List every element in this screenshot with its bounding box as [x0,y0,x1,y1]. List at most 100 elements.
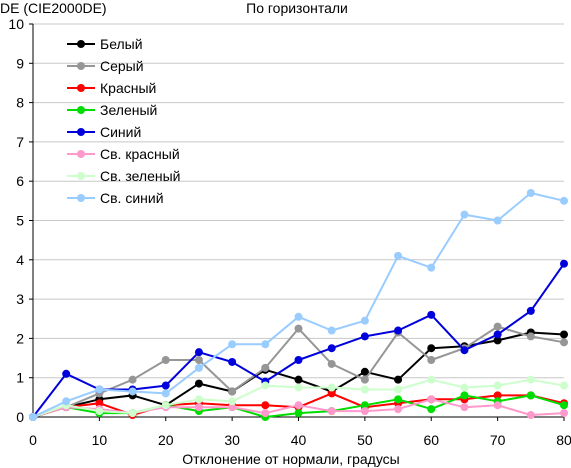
legend-marker [77,194,85,202]
y-tick-label: 1 [16,370,24,386]
data-point [360,316,369,325]
data-point [194,395,203,404]
data-point [360,385,369,394]
y-axis-title: DE (CIE2000DE) [0,0,107,16]
gridlines [33,23,564,379]
data-point [327,359,336,368]
series-line [32,263,565,418]
data-point [394,405,403,414]
data-point [394,251,403,260]
data-point [460,383,469,392]
data-point [560,330,568,339]
data-point [228,357,237,366]
data-point [493,381,502,390]
data-point [261,340,270,349]
data-point [327,326,336,335]
data-point [460,391,469,400]
data-point [161,356,170,365]
data-point [493,336,502,345]
data-point [427,375,436,384]
data-point [427,395,436,404]
data-point [560,338,568,347]
series-7 [29,375,568,421]
data-point [360,332,369,341]
data-point [427,405,436,414]
data-point [460,210,469,219]
data-point [560,196,568,205]
data-point [95,407,104,416]
legend-item: Св. зеленый [67,168,180,184]
data-point [194,379,203,388]
data-point [128,387,137,396]
y-tick-label: 4 [16,252,24,268]
data-point [294,356,303,365]
legend-label: Св. красный [100,146,180,162]
data-point [194,356,203,365]
data-point [526,332,535,341]
series-8 [29,188,568,421]
data-point [327,344,336,353]
legend-label: Св. синий [100,190,164,206]
series-layer [29,188,568,421]
data-point [526,188,535,197]
x-tick-label: 30 [224,432,240,448]
legend-item: Св. синий [67,190,164,206]
data-point [360,407,369,416]
legend-marker [77,40,85,48]
y-tick-label: 2 [16,330,24,346]
data-point [327,389,336,398]
legend-item: Зеленый [67,102,157,118]
data-point [161,381,170,390]
legend-item: Синий [67,124,141,140]
data-point [261,409,270,418]
data-point [294,409,303,418]
data-point [228,403,237,412]
legend-marker [77,84,85,92]
data-point [526,391,535,400]
data-point [560,401,568,410]
legend-label: Белый [100,36,143,52]
data-point [427,344,436,353]
data-point [228,340,237,349]
legend-marker [77,128,85,136]
data-point [327,383,336,392]
data-point [194,363,203,372]
data-point [360,367,369,376]
data-point [493,216,502,225]
legend-marker [77,172,85,180]
data-point [95,385,104,394]
data-point [526,375,535,384]
legend-label: Красный [100,80,156,96]
data-point [294,375,303,384]
legend-label: Св. зеленый [100,168,180,184]
y-tick-label: 7 [16,134,24,150]
data-point [228,387,237,396]
data-point [360,375,369,384]
x-tick-label: 0 [29,432,37,448]
legend-label: Синий [100,124,141,140]
data-point [128,409,137,418]
y-tick-label: 6 [16,173,24,189]
legend-marker [77,62,85,70]
data-point [62,397,71,406]
y-tick-label: 5 [16,213,24,229]
legend-item: Красный [67,80,156,96]
data-point [294,401,303,410]
data-point [29,413,37,421]
data-point [560,259,568,268]
legend: Белый Серый Красный Зеленый Синий Св. красный… [67,36,180,206]
legend-item: Св. красный [67,146,180,162]
legend-item: Белый [67,36,143,52]
data-point [493,401,502,410]
legend-label: Зеленый [100,102,157,118]
data-point [161,401,170,410]
data-point [560,409,568,418]
data-point [261,381,270,390]
legend-marker [77,150,85,158]
x-tick-label: 60 [423,432,439,448]
data-point [194,348,203,357]
chart-title: По горизонтали [246,0,348,16]
legend-label: Серый [100,58,144,74]
data-point [228,397,237,406]
